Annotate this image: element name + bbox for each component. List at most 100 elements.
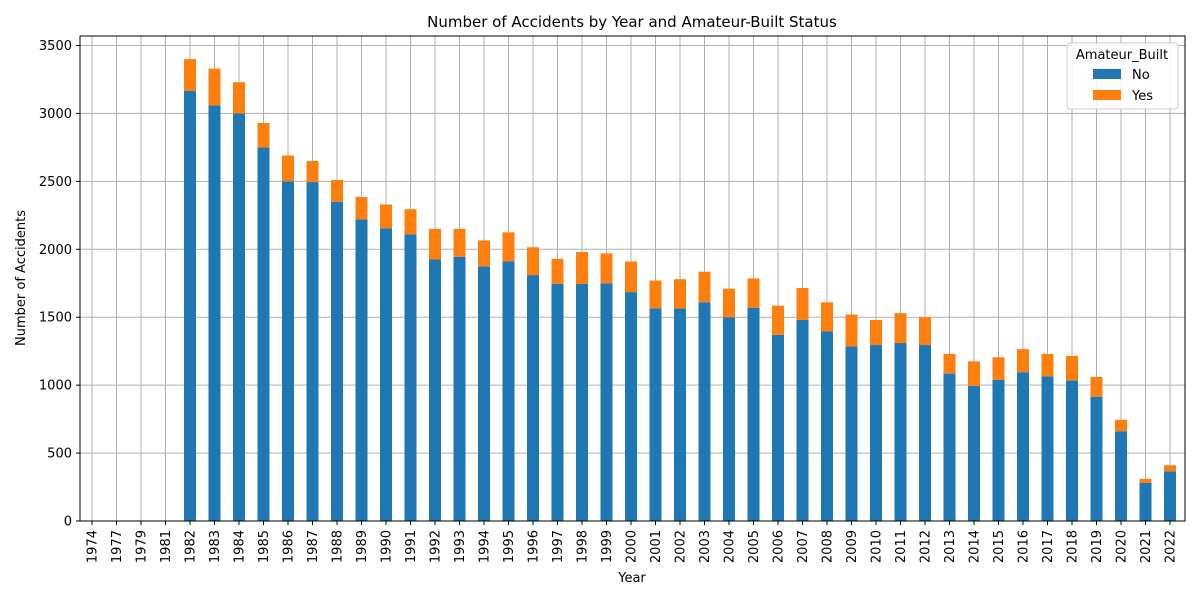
x-tick-label: 2007 xyxy=(796,530,811,563)
bar-no-2003 xyxy=(699,302,711,521)
bar-no-2008 xyxy=(821,331,833,521)
y-tick-label: 2000 xyxy=(39,243,72,258)
x-tick-label: 2013 xyxy=(943,530,958,563)
bar-yes-2020 xyxy=(1115,420,1127,432)
bar-no-2012 xyxy=(919,345,931,521)
bar-no-1991 xyxy=(405,234,417,521)
bar-no-2006 xyxy=(772,335,784,521)
x-tick-label: 1974 xyxy=(86,530,101,563)
chart-title: Number of Accidents by Year and Amateur-… xyxy=(427,13,837,31)
x-tick-label: 2003 xyxy=(698,530,713,563)
legend-swatch-yes xyxy=(1093,90,1121,100)
y-tick-label: 3500 xyxy=(39,39,72,54)
x-tick-label: 1995 xyxy=(502,530,517,563)
bar-yes-1999 xyxy=(601,253,613,283)
bar-yes-1989 xyxy=(356,197,368,219)
x-tick-label: 1994 xyxy=(478,530,493,563)
x-tick-label: 2021 xyxy=(1139,530,1154,563)
bar-no-1984 xyxy=(233,113,245,521)
bar-no-2010 xyxy=(870,345,882,521)
x-tick-label: 2017 xyxy=(1041,530,1056,563)
legend-title: Amateur_Built xyxy=(1076,48,1168,63)
x-tick-label: 1998 xyxy=(576,530,591,563)
bar-no-2004 xyxy=(723,317,735,521)
bar-no-2022 xyxy=(1164,471,1176,521)
bar-yes-2017 xyxy=(1042,354,1054,376)
x-tick-label: 1988 xyxy=(331,530,346,563)
x-tick-label: 2002 xyxy=(674,530,689,563)
x-tick-label: 1999 xyxy=(600,530,615,563)
bar-no-2007 xyxy=(797,320,809,521)
bar-no-1982 xyxy=(184,91,196,521)
bar-yes-2015 xyxy=(993,357,1005,379)
bar-yes-2008 xyxy=(821,302,833,331)
x-tick-label: 1996 xyxy=(527,530,542,563)
bar-yes-1990 xyxy=(380,204,392,228)
x-tick-label: 1993 xyxy=(453,530,468,563)
x-tick-label: 2019 xyxy=(1090,530,1105,563)
bar-yes-2010 xyxy=(870,320,882,345)
bar-yes-2022 xyxy=(1164,465,1176,471)
x-tick-label: 1981 xyxy=(159,530,174,563)
bar-yes-2018 xyxy=(1066,356,1078,380)
legend-label-yes: Yes xyxy=(1131,89,1153,104)
bar-no-1999 xyxy=(601,283,613,521)
bar-yes-2006 xyxy=(772,306,784,335)
bar-yes-1987 xyxy=(307,161,319,182)
y-axis-label: Number of Accidents xyxy=(14,210,29,346)
x-tick-label: 2000 xyxy=(625,530,640,563)
bar-no-2016 xyxy=(1017,372,1029,521)
bar-yes-1986 xyxy=(282,156,294,182)
x-tick-label: 2005 xyxy=(747,530,762,563)
bar-yes-1992 xyxy=(429,229,441,260)
x-tick-label: 1979 xyxy=(135,530,150,563)
bar-yes-2009 xyxy=(846,315,858,347)
bar-yes-1983 xyxy=(209,69,221,106)
bar-no-2001 xyxy=(650,308,662,521)
y-tick-label: 1000 xyxy=(39,379,72,394)
x-tick-label: 2016 xyxy=(1017,530,1032,563)
x-tick-label: 1985 xyxy=(257,530,272,563)
bar-no-2020 xyxy=(1115,431,1127,521)
y-tick-label: 2500 xyxy=(39,175,72,190)
bar-yes-2016 xyxy=(1017,349,1029,372)
x-tick-label: 2012 xyxy=(919,530,934,563)
x-tick-label: 2018 xyxy=(1066,530,1081,563)
bar-yes-1995 xyxy=(503,232,515,261)
y-tick-label: 0 xyxy=(64,515,72,530)
bar-yes-1988 xyxy=(331,180,343,202)
bar-yes-1993 xyxy=(454,229,466,257)
x-tick-label: 2008 xyxy=(821,530,836,563)
x-tick-label: 2009 xyxy=(845,530,860,563)
x-tick-label: 1992 xyxy=(429,530,444,563)
legend-swatch-no xyxy=(1093,69,1121,79)
bar-no-2013 xyxy=(944,374,956,521)
bar-no-1985 xyxy=(258,147,270,521)
bar-no-2021 xyxy=(1140,483,1152,521)
bar-no-2002 xyxy=(674,308,686,521)
bar-yes-1998 xyxy=(576,252,588,284)
bar-yes-2000 xyxy=(625,262,637,293)
bar-yes-1984 xyxy=(233,82,245,113)
bar-no-1983 xyxy=(209,105,221,521)
x-axis-label: Year xyxy=(617,571,646,586)
bar-yes-1996 xyxy=(527,247,539,275)
bar-yes-2013 xyxy=(944,354,956,374)
x-tick-label: 1997 xyxy=(551,530,566,563)
y-tick-label: 1500 xyxy=(39,311,72,326)
x-tick-label: 1989 xyxy=(355,530,370,563)
bar-yes-2007 xyxy=(797,288,809,320)
x-tick-label: 1977 xyxy=(110,530,125,563)
bar-no-1988 xyxy=(331,202,343,521)
bar-no-2014 xyxy=(968,386,980,521)
x-tick-label: 2004 xyxy=(723,530,738,563)
bar-yes-2021 xyxy=(1140,479,1152,483)
x-tick-label: 2006 xyxy=(772,530,787,563)
x-tick-label: 1991 xyxy=(404,530,419,563)
bar-yes-2014 xyxy=(968,361,980,385)
y-tick-label: 500 xyxy=(47,447,72,462)
